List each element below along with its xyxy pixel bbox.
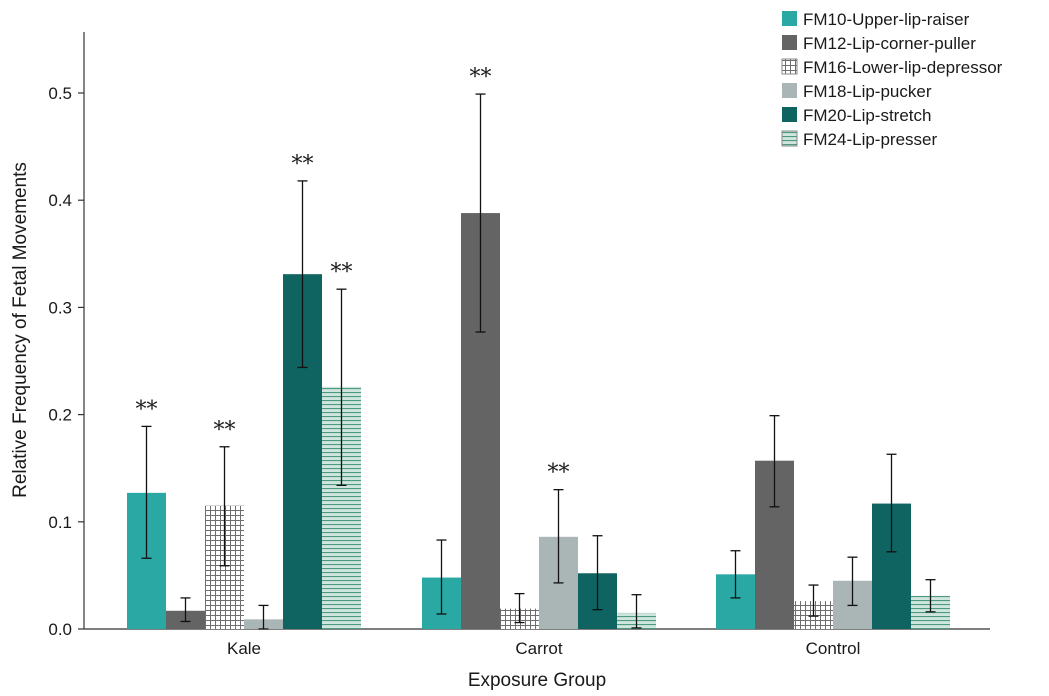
legend-swatch — [782, 83, 797, 98]
legend-swatch — [782, 11, 797, 26]
legend-label: FM12-Lip-corner-puller — [803, 34, 976, 53]
legend-swatch — [781, 130, 798, 147]
significance-markers: ** ** ** ** ** ** — [136, 65, 570, 486]
y-tick-label: 0.1 — [48, 513, 72, 532]
legend-label: FM20-Lip-stretch — [803, 106, 931, 125]
legend-label: FM24-Lip-presser — [803, 130, 937, 149]
x-axis-title: Exposure Group — [468, 670, 606, 691]
y-axis-title: Relative Frequency of Fetal Movements — [10, 162, 31, 498]
legend-swatch — [782, 35, 797, 50]
x-tick-label: Kale — [227, 639, 261, 658]
y-tick-label: 0.5 — [48, 84, 72, 103]
x-ticks: Kale Carrot Control — [227, 639, 860, 658]
significance-marker: ** — [214, 418, 236, 443]
bars — [127, 213, 950, 629]
y-tick-label: 0.4 — [48, 191, 72, 210]
legend-label: FM18-Lip-pucker — [803, 82, 932, 101]
x-tick-label: Control — [806, 639, 861, 658]
y-tick-label: 0.3 — [48, 298, 72, 317]
legend-label: FM10-Upper-lip-raiser — [803, 10, 970, 29]
legend-swatch — [781, 58, 798, 75]
legend-swatch — [782, 107, 797, 122]
error-bars — [141, 93, 936, 630]
significance-marker: ** — [548, 461, 570, 486]
y-ticks: 0.0 0.1 0.2 0.3 0.4 0.5 — [48, 84, 84, 639]
legend-label: FM16-Lower-lip-depressor — [803, 58, 1003, 77]
x-tick-label: Carrot — [515, 639, 563, 658]
y-tick-label: 0.0 — [48, 620, 72, 639]
legend: FM10-Upper-lip-raiser FM12-Lip-corner-pul… — [781, 10, 1003, 149]
significance-marker: ** — [470, 65, 492, 90]
y-tick-label: 0.2 — [48, 406, 72, 425]
significance-marker: ** — [292, 152, 314, 177]
significance-marker: ** — [331, 260, 353, 285]
significance-marker: ** — [136, 397, 158, 422]
